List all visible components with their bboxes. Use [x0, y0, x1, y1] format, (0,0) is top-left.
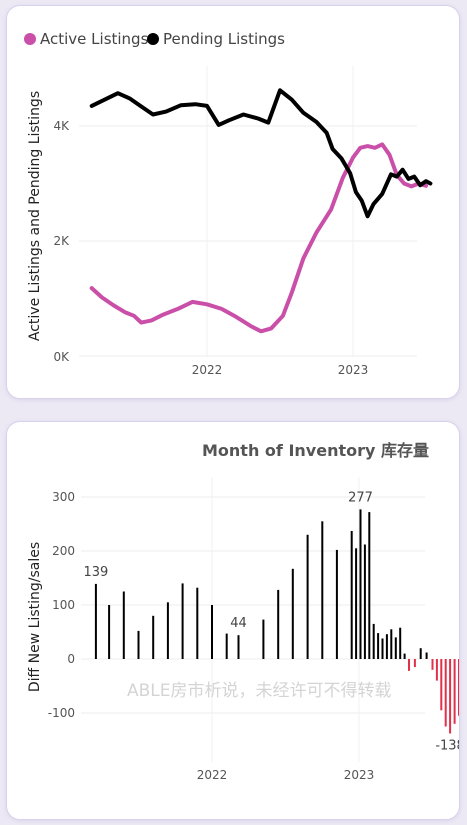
gridlines — [81, 477, 425, 762]
data-label: 277 — [348, 490, 373, 505]
x-tick-label: 2023 — [344, 768, 375, 782]
y-tick-label: -100 — [48, 706, 75, 720]
y-tick-label: 200 — [52, 544, 75, 558]
inventory-bar-chart: Month of Inventory 库存量 300 200 100 0 -10… — [27, 441, 467, 782]
x-axis-ticks: 2022 2023 — [192, 363, 369, 377]
negative-bar — [431, 659, 434, 670]
positive-bar — [394, 637, 397, 659]
listings-chart-card: Active Listings Pending Listings 0K 2K 4… — [6, 5, 460, 399]
negative-bar — [413, 659, 416, 668]
positive-bar — [399, 627, 402, 659]
y-tick-label: 2K — [53, 234, 70, 248]
positive-bar — [152, 615, 155, 659]
positive-bar — [363, 544, 366, 659]
y-tick-label: 0K — [53, 350, 70, 364]
y-axis-title: Active Listings and Pending Listings — [27, 91, 43, 341]
gridlines — [79, 66, 417, 357]
positive-bar — [108, 605, 111, 659]
y-axis-ticks: 300 200 100 0 -100 — [48, 490, 75, 720]
chart-title: Month of Inventory 库存量 — [202, 441, 429, 460]
positive-bar — [372, 623, 375, 659]
x-axis-ticks: 2022 2023 — [197, 768, 375, 782]
negative-bar — [408, 659, 410, 671]
positive-bar — [262, 619, 265, 659]
data-label: -138 — [435, 739, 459, 754]
positive-bar — [385, 634, 388, 659]
negative-bar — [435, 659, 438, 681]
negative-bar — [444, 659, 447, 727]
positive-bar — [225, 633, 228, 659]
positive-bar — [377, 633, 380, 659]
positive-bar — [425, 652, 428, 659]
inventory-chart-card: Month of Inventory 库存量 300 200 100 0 -10… — [6, 421, 467, 820]
positive-bar — [355, 548, 358, 659]
positive-bar — [306, 534, 309, 659]
positive-bar — [277, 589, 280, 659]
y-tick-label: 300 — [52, 490, 75, 504]
negative-bar — [453, 659, 456, 724]
positive-bar — [94, 583, 97, 659]
positive-bar — [166, 602, 169, 659]
legend-label-pending: Pending Listings — [163, 30, 285, 48]
positive-bar — [137, 630, 140, 659]
negative-bar — [440, 659, 443, 711]
positive-bar — [291, 568, 294, 659]
negative-bar — [449, 659, 452, 734]
listings-line-chart: Active Listings Pending Listings 0K 2K 4… — [24, 30, 433, 377]
positive-bar — [403, 653, 406, 659]
pending-listings-line — [89, 88, 433, 219]
series-lines — [89, 88, 433, 334]
positive-bar — [359, 509, 362, 659]
y-tick-label: 100 — [52, 598, 75, 612]
x-tick-label: 2023 — [338, 363, 369, 377]
legend[interactable]: Active Listings Pending Listings — [24, 30, 285, 48]
y-axis-title: Diff New Listing/sales — [27, 542, 43, 692]
positive-bar — [122, 591, 125, 659]
watermark: ABLE房市析说，未经许可不得转载 — [127, 681, 392, 701]
legend-label-active: Active Listings — [40, 30, 149, 48]
y-tick-label: 4K — [53, 119, 70, 133]
positive-bar — [196, 587, 199, 659]
x-tick-label: 2022 — [197, 768, 228, 782]
positive-bar — [350, 531, 353, 659]
x-tick-label: 2022 — [192, 363, 223, 377]
bars — [94, 509, 467, 734]
positive-bar — [181, 583, 184, 659]
active-listings-line — [89, 142, 428, 334]
positive-bar — [419, 648, 422, 659]
y-axis-ticks: 0K 2K 4K — [53, 119, 70, 364]
y-tick-label: 0 — [67, 652, 75, 666]
legend-marker-pending — [147, 33, 159, 45]
positive-bar — [335, 549, 338, 659]
positive-bar — [381, 638, 384, 659]
legend-marker-active — [24, 33, 36, 45]
positive-bar — [321, 521, 324, 659]
positive-bar — [237, 635, 240, 659]
data-label: 44 — [230, 616, 247, 631]
negative-bar — [458, 659, 460, 716]
data-label: 139 — [83, 565, 108, 580]
positive-bar — [211, 605, 213, 659]
positive-bar — [390, 629, 393, 659]
positive-bar — [368, 512, 371, 659]
